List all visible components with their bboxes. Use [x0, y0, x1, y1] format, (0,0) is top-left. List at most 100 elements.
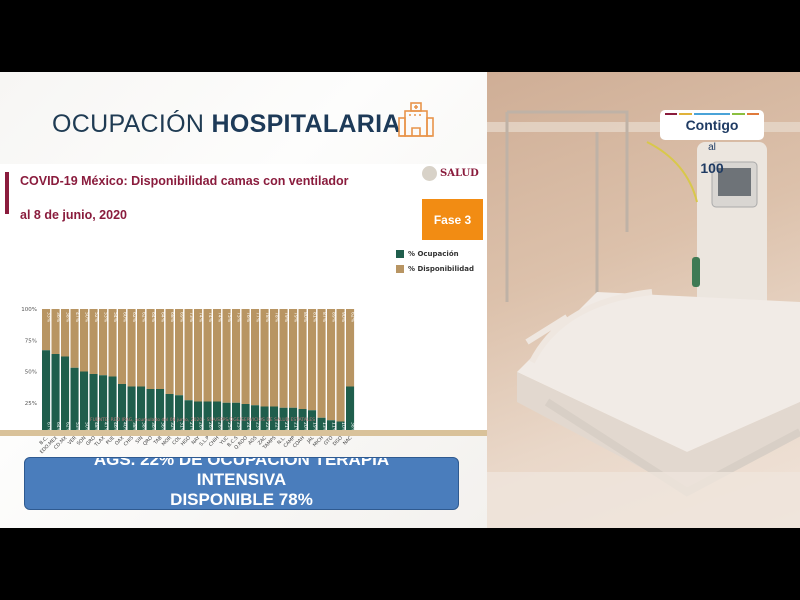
broadcast-frame: OCUPACIÓN HOSPITALARIA COVID-19 México: … [0, 72, 800, 528]
banner-line: AGS. 22% DE OCUPACIÓN TERAPIA [93, 457, 390, 469]
salud-label: SALUD [440, 168, 479, 179]
bar-disponibilidad [118, 309, 127, 384]
x-tick-label: TAB [152, 435, 163, 446]
bar-ocupacion [99, 375, 108, 434]
bar-disponibilidad [61, 309, 70, 357]
legend-label: % Disponibilidad [408, 265, 474, 273]
bar-disponibilidad [51, 309, 60, 354]
bar-disponibilidad [99, 309, 108, 376]
bar-ocupacion [279, 407, 288, 434]
bar-ocupacion [213, 401, 222, 434]
data-label-disponibilidad: 75% [236, 312, 242, 323]
data-label-disponibilidad: 64% [150, 312, 156, 323]
x-tick-label: CHIH [208, 435, 221, 448]
legend-swatch [396, 265, 404, 273]
data-label-ocupacion: 48% [93, 422, 99, 433]
data-label-disponibilidad: 50% [84, 312, 90, 323]
bar-disponibilidad [156, 309, 165, 389]
bar-disponibilidad [108, 309, 117, 377]
data-label-ocupacion: 21% [283, 422, 289, 433]
bar-ocupacion [270, 406, 279, 434]
bar-ocupacion [42, 350, 51, 434]
y-tick-label: 75% [25, 338, 37, 344]
bar-disponibilidad [203, 309, 212, 402]
data-label-disponibilidad: 73% [188, 312, 194, 323]
bar-ocupacion [175, 395, 184, 434]
x-tick-label: ZAC [257, 435, 269, 447]
bar-ocupacion [146, 389, 155, 434]
data-label-ocupacion: 25% [226, 422, 232, 433]
bar-ocupacion [118, 384, 127, 434]
x-tick-label: N.L. [276, 435, 287, 446]
data-label-disponibilidad: 33% [46, 312, 52, 323]
bar-disponibilidad [327, 309, 336, 421]
logo-text: al [708, 142, 716, 153]
bar-ocupacion [232, 402, 241, 434]
y-tick-label: 50% [25, 370, 37, 376]
data-label-disponibilidad: 60% [122, 312, 128, 323]
y-tick-label: 100% [21, 307, 37, 313]
seal-icon [422, 166, 437, 181]
data-label-disponibilidad: 74% [198, 312, 204, 323]
logo-text: 100 [700, 160, 724, 176]
bar-disponibilidad [89, 309, 98, 374]
data-label-disponibilidad: 75% [226, 312, 232, 323]
data-label-ocupacion: 22% [274, 422, 280, 433]
stacked-bar-chart: 0%25%50%75%100%33%67%B.C.36%64%EDO.MEX38… [21, 307, 355, 455]
data-label-disponibilidad: 87% [321, 312, 327, 323]
data-label-disponibilidad: 53% [103, 312, 109, 323]
data-label-disponibilidad: 89% [331, 312, 337, 323]
x-tick-label: MOR [161, 435, 174, 448]
data-label-disponibilidad: 38% [65, 312, 71, 323]
bar-disponibilidad [232, 309, 241, 403]
data-label-disponibilidad: 68% [169, 312, 175, 323]
data-label-ocupacion: 19% [312, 422, 318, 433]
data-label-disponibilidad: 79% [293, 312, 299, 323]
bar-disponibilidad [80, 309, 89, 372]
data-label-ocupacion: 36% [150, 422, 156, 433]
x-tick-label: AGS [247, 435, 258, 446]
data-label-ocupacion: 13% [321, 422, 327, 433]
bar-ocupacion [251, 405, 260, 434]
logo-color-stripes [660, 110, 764, 115]
bar-disponibilidad [70, 309, 79, 368]
bar-disponibilidad [260, 309, 269, 407]
data-label-ocupacion: 47% [103, 422, 109, 433]
bar-ocupacion [298, 409, 307, 434]
x-tick-label: CHIS [123, 435, 135, 447]
x-tick-label: B.C. [38, 435, 49, 446]
bar-ocupacion [346, 386, 355, 434]
data-label-disponibilidad: 47% [74, 312, 80, 323]
bar-ocupacion [137, 386, 146, 434]
legend-item-ocupacion: % Ocupación [396, 250, 474, 258]
data-label-disponibilidad: 62% [141, 312, 147, 323]
data-label-disponibilidad: 36% [55, 312, 61, 323]
data-label-ocupacion: 38% [141, 422, 147, 433]
bar-disponibilidad [270, 309, 279, 407]
bar-ocupacion [184, 400, 193, 434]
presentation-slide: OCUPACIÓN HOSPITALARIA COVID-19 México: … [0, 72, 487, 528]
data-label-ocupacion: 32% [169, 422, 175, 433]
bar-ocupacion [194, 401, 203, 434]
bar-ocupacion [327, 420, 336, 434]
x-tick-label: GTO [323, 435, 335, 447]
bar-disponibilidad [184, 309, 193, 401]
data-label-ocupacion: 26% [198, 422, 204, 433]
data-label-ocupacion: 46% [112, 422, 118, 433]
bar-disponibilidad [165, 309, 174, 394]
title-light: OCUPACIÓN [52, 110, 205, 138]
data-label-ocupacion: 23% [255, 422, 261, 433]
slide-title: OCUPACIÓN HOSPITALARIA [52, 110, 401, 139]
bar-ocupacion [51, 354, 60, 434]
bar-ocupacion [241, 404, 250, 434]
x-tick-label: NAC [342, 435, 354, 447]
chart-title: COVID-19 México: Disponibilidad camas co… [20, 174, 349, 188]
x-tick-label: VER [67, 435, 79, 447]
logo-text: Contigo [685, 117, 739, 133]
data-label-disponibilidad: 69% [179, 312, 185, 323]
data-label-ocupacion: 53% [74, 422, 80, 433]
caption-banner: AGS. 22% DE OCUPACIÓN TERAPIA INTENSIVA … [24, 457, 459, 510]
data-label-disponibilidad: 54% [112, 312, 118, 323]
data-label-disponibilidad: 76% [245, 312, 251, 323]
bar-ocupacion [336, 421, 345, 434]
